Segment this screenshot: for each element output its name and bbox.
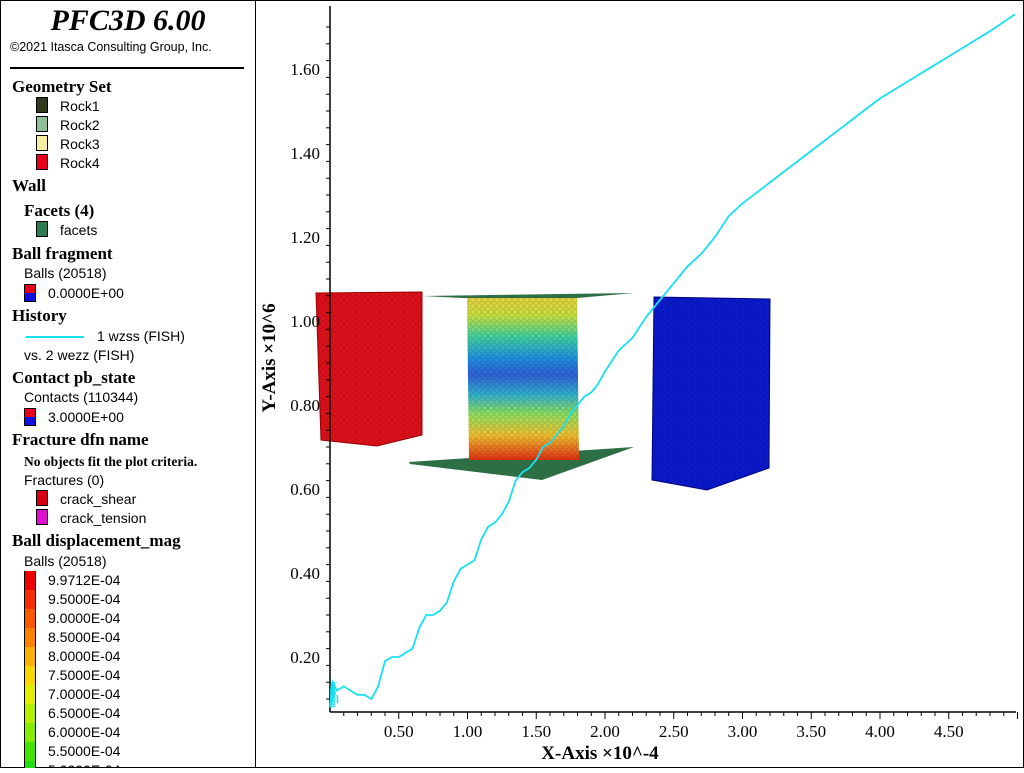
ball-fragment-count: Balls (20518): [24, 265, 107, 281]
legend-item-facets: facets: [60, 222, 97, 238]
plot-area[interactable]: 0.20 0.40 0.60 0.80 1.00 1.20 1.40 1.60 0.50 1.00…: [257, 0, 1023, 768]
swatch-crack-tension: [36, 509, 48, 525]
fracture-note: No objects fit the plot criteria.: [24, 454, 197, 470]
fracture-count: Fractures (0): [24, 472, 104, 488]
displacement-swatch: [24, 761, 36, 768]
displacement-legend-item: 5.0000E-04: [48, 762, 120, 768]
swatch-ball-fragment: [24, 284, 36, 302]
displacement-legend-item: 9.0000E-04: [48, 610, 120, 626]
displacement-swatch: [24, 685, 36, 704]
swatch-rock4: [36, 154, 48, 170]
x-tick-label: 2.00: [590, 722, 620, 741]
y-tick-label: 0.20: [290, 648, 320, 667]
history-line-sample: [26, 336, 84, 338]
history-line-label: 1 wzss (FISH): [97, 328, 185, 344]
y-tick-label: 1.20: [290, 228, 320, 247]
x-tick-label: 3.50: [796, 722, 826, 741]
displacement-swatch: [24, 571, 36, 590]
displacement-legend-item: 7.5000E-04: [48, 667, 120, 683]
displacement-swatch: [24, 666, 36, 685]
legend-item-rock1: Rock1: [60, 98, 100, 114]
model-3d-overlay: [316, 292, 770, 686]
displacement-legend-item: 8.5000E-04: [48, 629, 120, 645]
displacement-count: Balls (20518): [24, 553, 107, 569]
displacement-swatch: [24, 628, 36, 647]
displacement-legend-item: 8.0000E-04: [48, 648, 120, 664]
x-tick-label: 0.50: [384, 722, 414, 741]
y-tick-label: 1.00: [290, 312, 320, 331]
swatch-rock2: [36, 116, 48, 132]
legend-item-rock3: Rock3: [60, 136, 100, 152]
y-tick-label: 1.60: [290, 60, 320, 79]
x-tick-label: 1.50: [521, 722, 551, 741]
swatch-contact: [24, 408, 36, 426]
y-axis-label: Y-Axis ×10^6: [259, 303, 280, 412]
swatch-crack-shear: [36, 490, 48, 506]
swatch-rock3: [36, 135, 48, 151]
y-tick-label: 0.40: [290, 564, 320, 583]
history-vs-label: vs. 2 wezz (FISH): [24, 347, 134, 363]
legend-item-rock2: Rock2: [60, 117, 100, 133]
displacement-swatch: [24, 723, 36, 742]
legend-item-rock4: Rock4: [60, 155, 100, 171]
legend-item-crack-tension: crack_tension: [60, 510, 146, 526]
y-tick-label: 0.60: [290, 480, 320, 499]
legend-panel: PFC3D 6.00 ©2021 Itasca Consulting Group…: [0, 0, 256, 768]
contact-value: 3.0000E+00: [48, 409, 124, 425]
displacement-legend-item: 6.5000E-04: [48, 705, 120, 721]
displacement-swatch: [24, 647, 36, 666]
displacement-legend-item: 7.0000E-04: [48, 686, 120, 702]
history-heading: History: [12, 306, 67, 326]
wall-heading: Wall: [12, 176, 46, 196]
x-tick-label: 4.00: [865, 722, 895, 741]
x-tick-label: 1.00: [453, 722, 483, 741]
x-tick-label: 4.50: [934, 722, 964, 741]
y-tick-label: 1.40: [290, 144, 320, 163]
displacement-legend-item: 5.5000E-04: [48, 743, 120, 759]
displacement-heading: Ball displacement_mag: [12, 531, 181, 551]
displacement-swatch: [24, 704, 36, 723]
app-title: PFC3D 6.00: [0, 4, 256, 38]
displacement-swatch: [24, 590, 36, 609]
displacement-legend-item: 9.9712E-04: [48, 572, 120, 588]
x-tick-label: 2.50: [659, 722, 689, 741]
displacement-legend-item: 6.0000E-04: [48, 724, 120, 740]
displacement-swatch: [24, 609, 36, 628]
copyright: ©2021 Itasca Consulting Group, Inc.: [10, 40, 212, 54]
x-tick-label: 3.00: [728, 722, 758, 741]
x-axis-label: X-Axis ×10^-4: [541, 743, 659, 764]
swatch-facets: [36, 221, 48, 237]
facets-heading: Facets (4): [24, 201, 94, 221]
displacement-swatch: [24, 742, 36, 761]
divider: [10, 67, 244, 69]
wall-facet-top: [422, 293, 634, 298]
ball-fragment-value: 0.0000E+00: [48, 285, 124, 301]
contact-heading: Contact pb_state: [12, 368, 135, 388]
swatch-rock1: [36, 97, 48, 113]
legend-item-crack-shear: crack_shear: [60, 491, 136, 507]
y-tick-label: 0.80: [290, 396, 320, 415]
geometry-set-heading: Geometry Set: [12, 77, 112, 97]
displacement-legend-item: 9.5000E-04: [48, 591, 120, 607]
contact-count: Contacts (110344): [24, 389, 138, 405]
ball-fragment-heading: Ball fragment: [12, 244, 113, 264]
plot-canvas: 0.20 0.40 0.60 0.80 1.00 1.20 1.40 1.60 0.50 1.00…: [257, 0, 1023, 768]
fracture-heading: Fracture dfn name: [12, 430, 149, 450]
